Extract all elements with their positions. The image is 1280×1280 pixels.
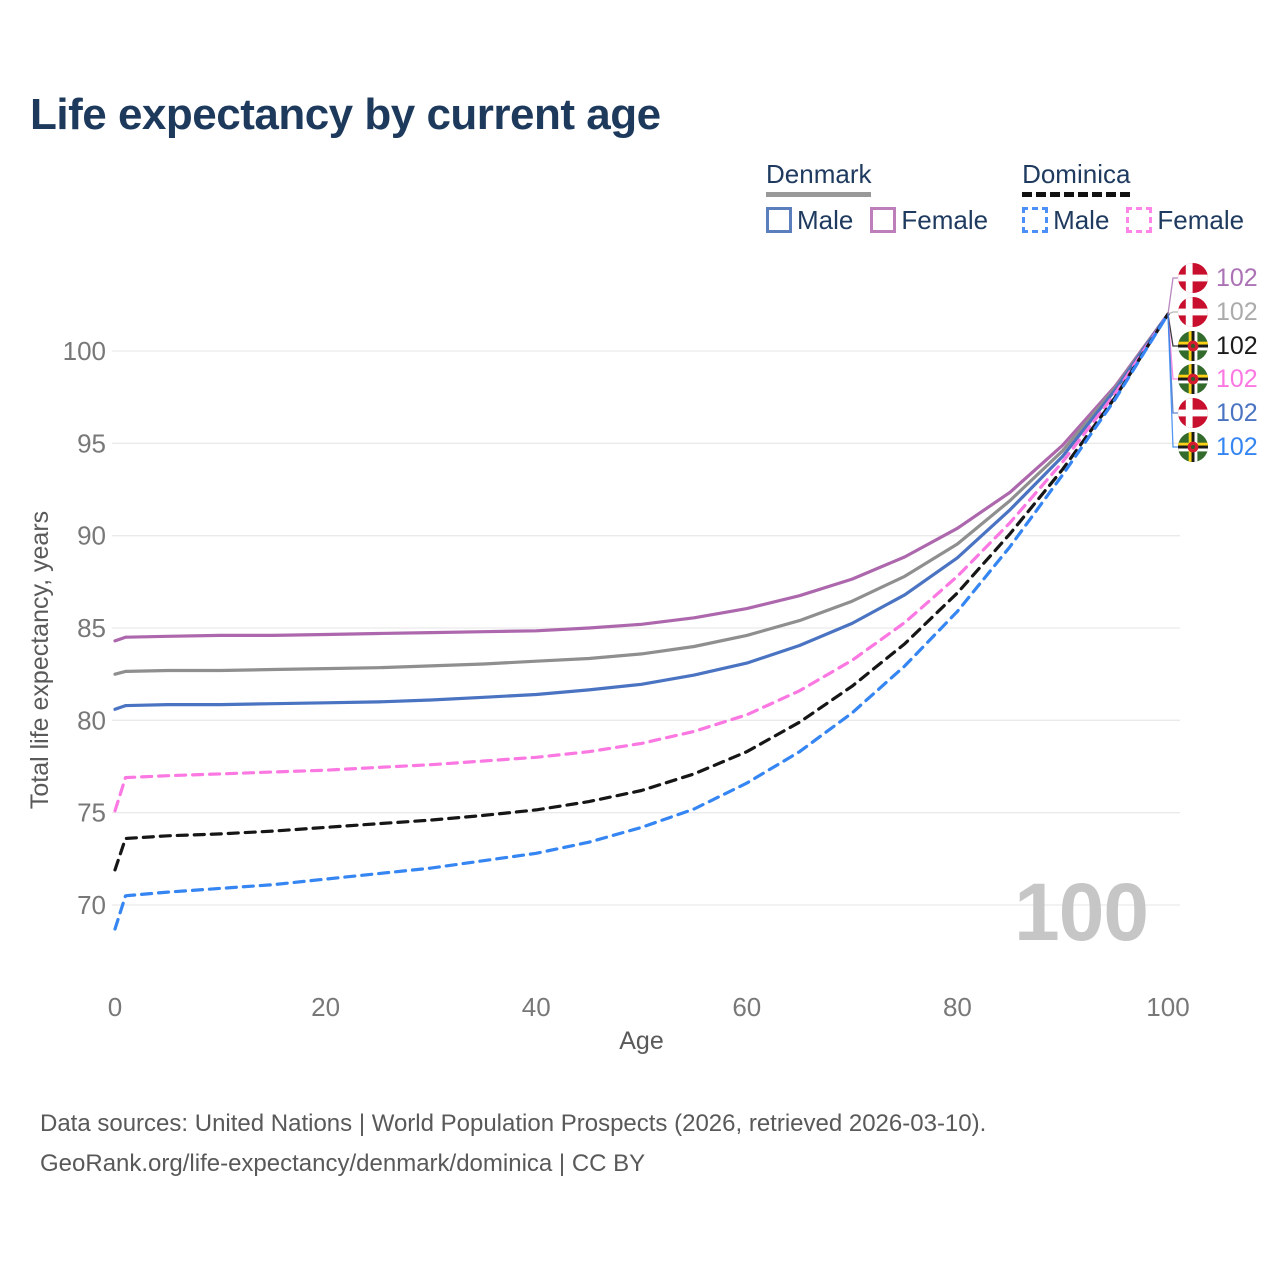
series-line[interactable] — [113, 312, 1170, 813]
series-line[interactable] — [113, 312, 1170, 643]
attribution-text: GeoRank.org/life-expectancy/denmark/domi… — [40, 1150, 646, 1177]
x-tick-label: 20 — [311, 992, 340, 1022]
y-tick-label: 85 — [77, 613, 106, 643]
denmark-female-swatch-icon — [870, 207, 897, 234]
legend: Denmark Male Female Dominica Male Female — [766, 159, 1244, 236]
y-tick-label: 80 — [77, 705, 106, 735]
page-title: Life expectancy by current age — [30, 90, 661, 139]
series-line[interactable] — [113, 312, 1170, 872]
data-sources-text: Data sources: United Nations | World Pop… — [40, 1110, 987, 1137]
y-tick-label: 70 — [77, 890, 106, 920]
denmark-flag-icon — [1178, 297, 1208, 327]
endpoint-value: 102 — [1216, 263, 1258, 292]
age-counter-watermark: 100 — [1014, 867, 1149, 958]
series-line[interactable] — [113, 312, 1170, 931]
legend-country-dominica[interactable]: Dominica — [1022, 159, 1131, 197]
legend-item-label: Female — [1157, 204, 1245, 235]
endpoint-connector — [1167, 314, 1178, 448]
endpoint-row: 102 — [1178, 330, 1258, 362]
denmark-male-swatch-icon — [766, 207, 792, 234]
legend-item-denmark-male[interactable]: Male — [766, 205, 853, 236]
endpoint-connector — [1167, 313, 1178, 347]
legend-row-denmark: Male Female — [766, 205, 988, 236]
x-tick-label: 60 — [732, 992, 761, 1022]
dominica-male-swatch-icon — [1022, 207, 1049, 234]
legend-item-denmark-female[interactable]: Female — [870, 205, 988, 236]
endpoint-value: 102 — [1216, 297, 1258, 326]
endpoint-value: 102 — [1216, 331, 1258, 360]
x-tick-label: 100 — [1146, 992, 1189, 1022]
dominica-female-swatch-icon — [1126, 207, 1153, 234]
legend-item-dominica-male[interactable]: Male — [1022, 205, 1109, 236]
endpoint-connector — [1167, 311, 1178, 315]
legend-group-denmark: Denmark Male Female — [766, 159, 988, 236]
endpoint-labels: 102 102 102 102 102 102 — [1178, 0, 1280, 1280]
denmark-flag-icon — [1178, 398, 1208, 428]
y-axis-title: Total life expectancy, years — [26, 511, 54, 809]
legend-group-dominica: Dominica Male Female — [1022, 159, 1244, 236]
y-tick-label: 75 — [77, 798, 106, 828]
legend-item-label: Male — [1053, 204, 1110, 235]
endpoint-value: 102 — [1216, 364, 1258, 393]
series-line[interactable] — [113, 312, 1170, 711]
legend-country-dominica-label: Dominica — [1022, 159, 1131, 189]
endpoint-value: 102 — [1216, 432, 1258, 461]
x-tick-label: 80 — [943, 992, 972, 1022]
dominica-flag-icon — [1178, 331, 1208, 361]
endpoint-connector — [1167, 277, 1178, 315]
endpoint-row: 102 — [1178, 363, 1258, 395]
endpoint-row: 102 — [1178, 262, 1258, 294]
legend-item-label: Female — [901, 204, 989, 235]
series-line[interactable] — [113, 312, 1170, 676]
endpoint-row: 102 — [1178, 397, 1258, 429]
dominica-flag-icon — [1178, 364, 1208, 394]
chart-footer: Data sources: United Nations | World Pop… — [40, 1104, 986, 1184]
x-tick-label: 0 — [108, 992, 122, 1022]
y-tick-label: 95 — [77, 428, 106, 458]
legend-item-dominica-female[interactable]: Female — [1126, 205, 1244, 236]
y-tick-label: 90 — [77, 521, 106, 551]
x-tick-label: 40 — [522, 992, 551, 1022]
legend-country-denmark[interactable]: Denmark — [766, 159, 872, 197]
x-axis-title: Age — [619, 1027, 663, 1055]
legend-country-denmark-label: Denmark — [766, 159, 872, 189]
endpoint-row: 102 — [1178, 431, 1258, 463]
dominica-flag-icon — [1178, 432, 1208, 462]
y-tick-label: 100 — [63, 336, 106, 366]
denmark-flag-icon — [1178, 263, 1208, 293]
endpoint-row: 102 — [1178, 296, 1258, 328]
endpoint-value: 102 — [1216, 398, 1258, 427]
legend-item-label: Male — [797, 204, 854, 235]
legend-row-dominica: Male Female — [1022, 205, 1244, 236]
